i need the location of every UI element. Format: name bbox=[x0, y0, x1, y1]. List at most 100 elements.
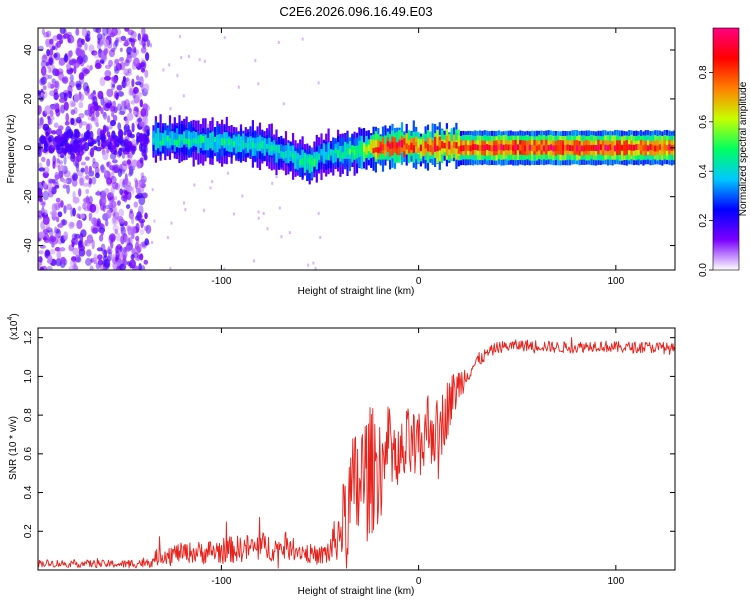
heatmap-cell bbox=[69, 259, 76, 267]
heatmap-cell bbox=[110, 175, 117, 184]
heatmap-cell bbox=[398, 139, 401, 156]
heatmap-cell bbox=[261, 140, 264, 149]
heatmap-cell bbox=[48, 42, 55, 50]
heatmap-cell bbox=[124, 28, 130, 32]
heatmap-cell bbox=[228, 138, 231, 146]
y-tick-label: 0.8 bbox=[23, 408, 34, 422]
heatmap-cell bbox=[230, 138, 233, 144]
heatmap-cell bbox=[103, 39, 110, 47]
heatmap-cell bbox=[398, 141, 401, 147]
heatmap-cell bbox=[393, 141, 396, 150]
heatmap-cell bbox=[81, 28, 88, 37]
heatmap-cell bbox=[426, 144, 430, 152]
heatmap-cell bbox=[351, 145, 354, 163]
heatmap-cell bbox=[116, 232, 121, 242]
heatmap-cell bbox=[254, 143, 257, 149]
heatmap-cell bbox=[136, 91, 143, 98]
heatmap-cell bbox=[329, 149, 333, 156]
heatmap-cell bbox=[42, 53, 47, 62]
heatmap-cell bbox=[431, 142, 434, 147]
heatmap-cell bbox=[606, 145, 609, 152]
heatmap-cell bbox=[467, 145, 470, 151]
heatmap-cell bbox=[83, 136, 88, 142]
heatmap-cell bbox=[663, 144, 666, 150]
heatmap-cell bbox=[436, 145, 439, 152]
heatmap-cell bbox=[86, 234, 94, 244]
heatmap-cell bbox=[55, 128, 63, 136]
heatmap-cell bbox=[92, 161, 99, 169]
heatmap-cell bbox=[405, 133, 408, 154]
heatmap-cell bbox=[599, 144, 602, 151]
heatmap-cell bbox=[136, 75, 140, 81]
heatmap-cell bbox=[137, 33, 141, 41]
heatmap-cell bbox=[313, 152, 316, 166]
heatmap-cell bbox=[69, 222, 75, 228]
snr-background bbox=[38, 328, 675, 570]
heatmap-cell bbox=[51, 130, 57, 135]
heatmap-cell bbox=[121, 100, 127, 106]
heatmap-cell bbox=[88, 44, 95, 53]
heatmap-cell bbox=[306, 156, 309, 164]
heatmap-cell bbox=[552, 145, 555, 152]
heatmap-cell bbox=[450, 145, 453, 154]
heatmap-cell bbox=[353, 149, 356, 156]
heatmap-cell bbox=[199, 135, 202, 144]
heatmap-cell bbox=[526, 144, 529, 151]
heatmap-cell bbox=[100, 196, 107, 206]
heatmap-cell bbox=[431, 140, 434, 155]
heatmap-cell bbox=[288, 231, 291, 235]
heatmap-cell bbox=[112, 100, 116, 108]
heatmap-cell bbox=[282, 152, 285, 160]
heatmap-cell bbox=[651, 144, 654, 151]
heatmap-cell bbox=[389, 143, 392, 149]
colorbar-tick-label: 0.0 bbox=[698, 263, 709, 277]
heatmap-cell bbox=[583, 145, 586, 152]
heatmap-cell bbox=[42, 215, 50, 225]
heatmap-cell bbox=[53, 181, 60, 188]
heatmap-cell bbox=[632, 144, 635, 151]
heatmap-cell bbox=[52, 178, 59, 185]
heatmap-cell bbox=[176, 139, 179, 147]
heatmap-cell bbox=[104, 188, 110, 194]
y-tick-label: 40 bbox=[23, 44, 34, 56]
heatmap-cell bbox=[57, 165, 61, 172]
heatmap-cell bbox=[602, 145, 605, 152]
heatmap-cell bbox=[63, 205, 67, 214]
heatmap-cell bbox=[377, 147, 380, 154]
heatmap-cell bbox=[48, 136, 52, 143]
heatmap-cell bbox=[39, 197, 44, 203]
colorbar-tick-label: 0.8 bbox=[698, 65, 709, 79]
heatmap-cell bbox=[118, 110, 126, 116]
heatmap-cell bbox=[126, 55, 132, 63]
heatmap-cell bbox=[202, 208, 205, 212]
heatmap-cell bbox=[294, 151, 297, 160]
heatmap-cell bbox=[114, 58, 120, 65]
snr-x-ticks: -100 0 100 bbox=[211, 328, 625, 587]
heatmap-cell bbox=[152, 130, 155, 145]
heatmap-cell bbox=[256, 142, 259, 151]
heatmap-cell bbox=[78, 244, 85, 252]
heatmap-cell bbox=[124, 39, 129, 46]
heatmap-cell bbox=[86, 249, 92, 257]
heatmap-cell bbox=[95, 110, 100, 118]
heatmap-cell bbox=[63, 148, 67, 157]
heatmap-cell bbox=[78, 101, 84, 109]
heatmap-cell bbox=[43, 236, 47, 241]
colorbar-frame bbox=[712, 27, 740, 271]
heatmap-cell bbox=[63, 28, 67, 35]
heatmap-cell bbox=[51, 78, 56, 84]
heatmap-cell bbox=[144, 212, 148, 220]
heatmap-cell bbox=[273, 144, 276, 151]
heatmap-cell bbox=[55, 258, 62, 267]
heatmap-cell bbox=[139, 99, 143, 108]
heatmap-cell bbox=[266, 227, 269, 231]
heatmap-cell bbox=[95, 146, 102, 152]
heatmap-cell bbox=[476, 144, 479, 151]
heatmap-cell bbox=[133, 57, 140, 67]
heatmap-cell bbox=[114, 228, 118, 235]
heatmap-cell bbox=[91, 239, 95, 250]
heatmap-cell bbox=[84, 165, 89, 175]
colorbar-ticks: 0.0 0.2 0.4 0.6 0.8 bbox=[698, 65, 713, 277]
heatmap-cell bbox=[54, 184, 60, 189]
heatmap-cell bbox=[486, 144, 489, 150]
